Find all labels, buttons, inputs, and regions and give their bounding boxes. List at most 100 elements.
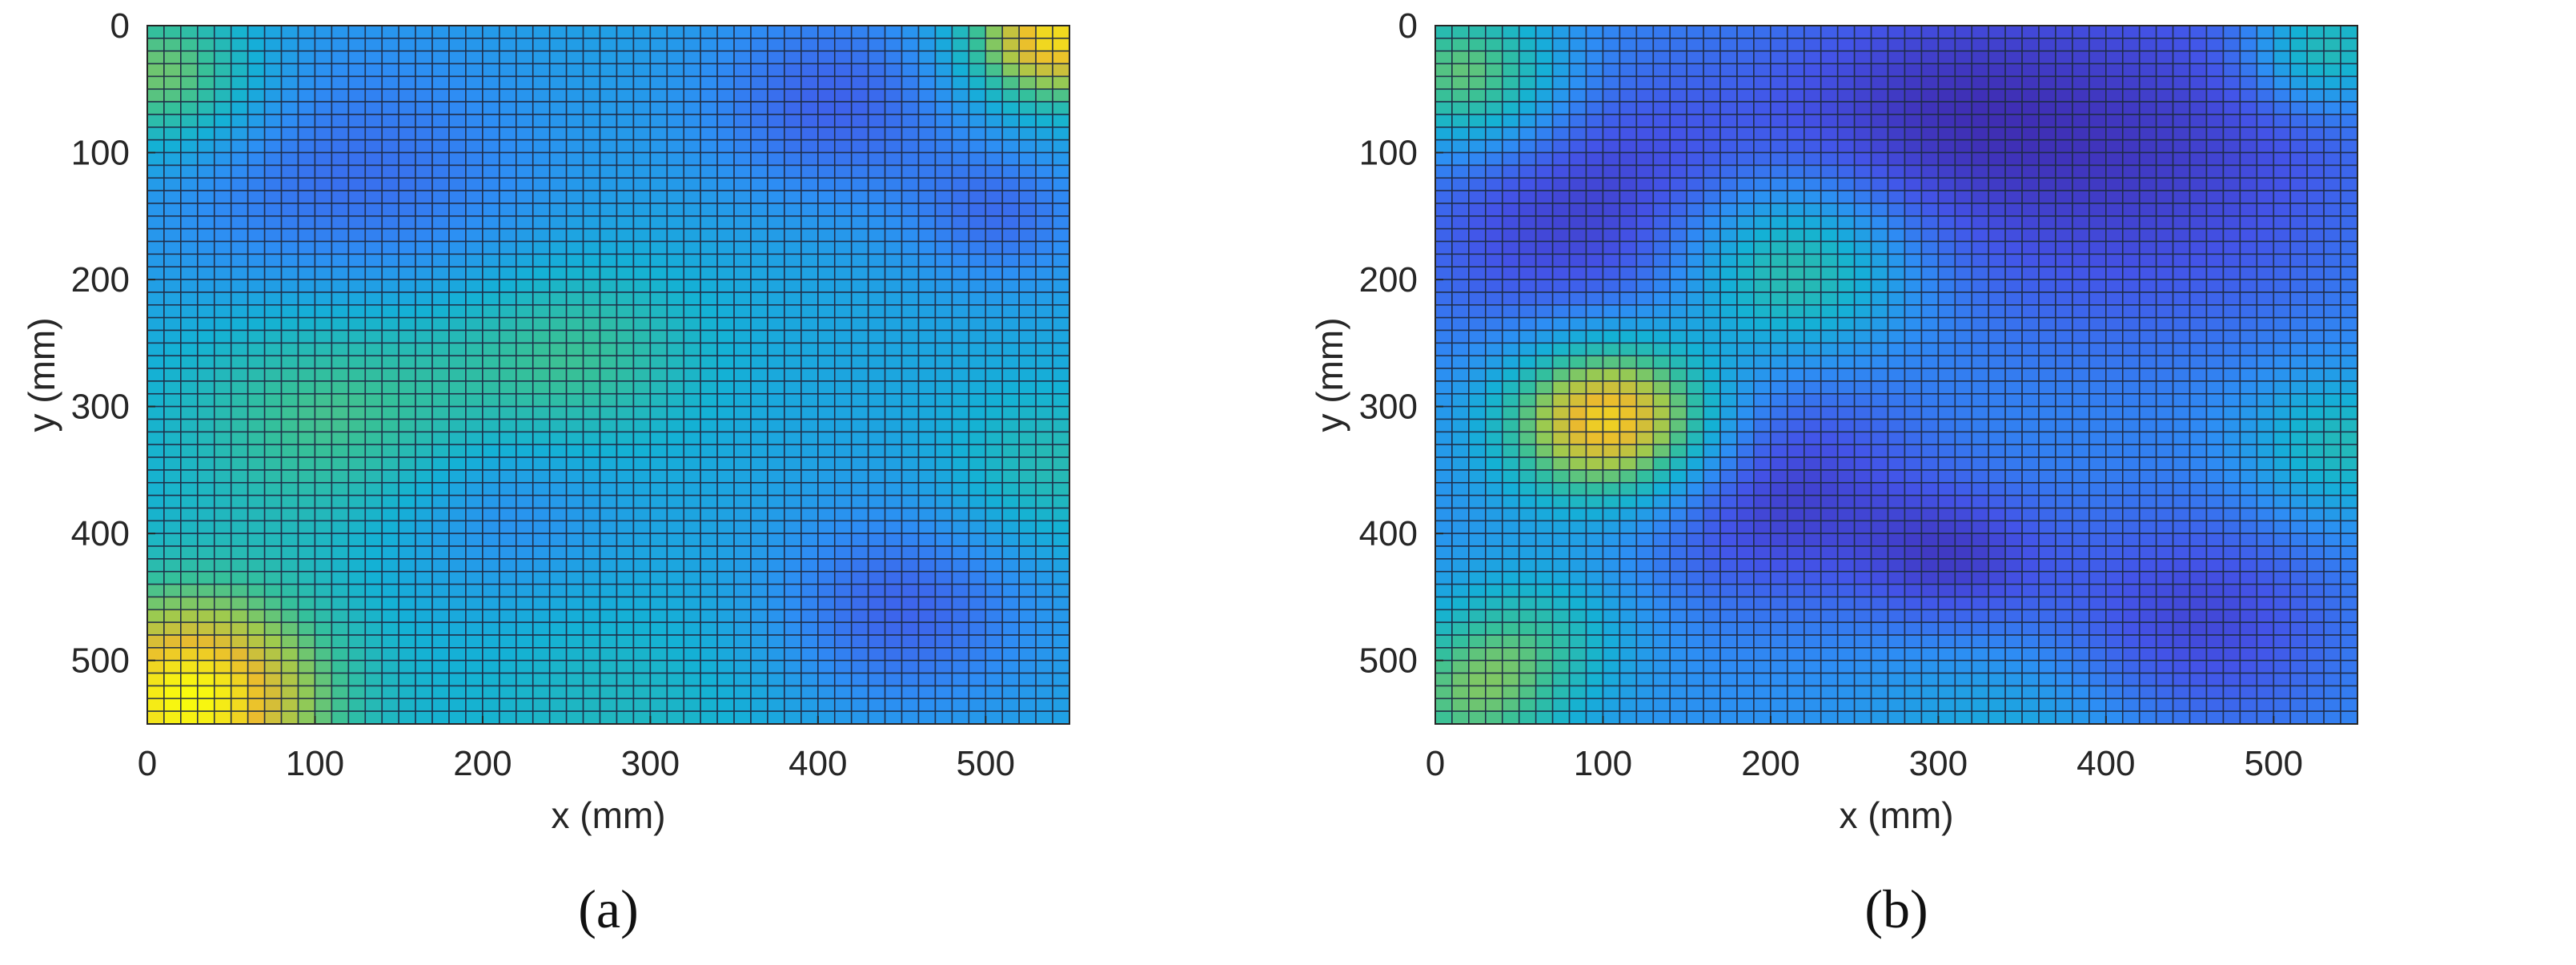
heatmap-cell [1585, 304, 1604, 319]
heatmap-cell [1035, 38, 1053, 52]
heatmap-cell [331, 672, 350, 687]
heatmap-cell [1652, 342, 1671, 357]
heatmap-cell [733, 583, 752, 598]
heatmap-cell [901, 279, 920, 293]
heatmap-cell [297, 368, 316, 382]
heatmap-cell [582, 279, 601, 293]
heatmap-cell [448, 647, 467, 661]
heatmap-cell [381, 609, 399, 623]
heatmap-cell [1635, 342, 1655, 357]
heatmap-cell [331, 101, 350, 115]
heatmap-cell [934, 101, 953, 115]
heatmap-cell [800, 710, 819, 725]
heatmap-cell [784, 685, 802, 700]
heatmap-cell [817, 75, 836, 90]
heatmap-cell [548, 127, 568, 141]
heatmap-cell [800, 494, 819, 509]
heatmap-cell [1669, 114, 1687, 128]
heatmap-cell [901, 570, 920, 585]
heatmap-cell [1820, 253, 1839, 268]
heatmap-cell [163, 469, 182, 484]
heatmap-cell [666, 392, 685, 408]
heatmap-cell [616, 215, 635, 230]
heatmap-cell [431, 558, 450, 573]
heatmap-cell [1052, 177, 1070, 191]
heatmap-cell [2323, 62, 2341, 78]
heatmap-cell [2155, 329, 2174, 344]
heatmap-cell [180, 583, 199, 598]
heatmap-cell [666, 368, 685, 382]
heatmap-cell [1434, 469, 1453, 484]
heatmap-cell [1035, 316, 1053, 332]
heatmap-cell [1568, 368, 1587, 382]
heatmap-cell [431, 456, 450, 471]
heatmap-cell [1001, 558, 1020, 573]
heatmap-cell [784, 253, 802, 268]
heatmap-cell [1652, 329, 1671, 344]
heatmap-cell [331, 392, 350, 408]
heatmap-cell [431, 418, 450, 433]
heatmap-cell [1920, 62, 1940, 78]
heatmap-cell [415, 609, 433, 623]
heatmap-cell [817, 545, 836, 560]
heatmap-cell [733, 292, 752, 306]
heatmap-cell [716, 203, 735, 217]
heatmap-cell [1018, 380, 1037, 395]
heatmap-cell [2138, 203, 2157, 217]
heatmap-cell [2121, 38, 2141, 52]
heatmap-cell [2004, 368, 2023, 382]
heatmap-cell [146, 520, 165, 534]
heatmap-cell [297, 101, 316, 115]
heatmap-cell [833, 151, 853, 167]
heatmap-cell [2306, 292, 2325, 306]
heatmap-cell [1602, 279, 1621, 293]
heatmap-cell [180, 215, 199, 230]
heatmap-cell [331, 25, 350, 39]
heatmap-cell [1501, 253, 1520, 268]
heatmap-cell [1518, 164, 1537, 179]
heatmap-cell [2205, 151, 2225, 167]
heatmap-cell [197, 329, 215, 344]
heatmap-cell [482, 304, 500, 319]
heatmap-cell [1937, 342, 1956, 357]
heatmap-cell [817, 304, 836, 319]
heatmap-cell [2021, 203, 2040, 217]
heatmap-cell [985, 685, 1004, 700]
heatmap-cell [985, 469, 1004, 484]
heatmap-cell [750, 240, 768, 255]
heatmap-cell [1870, 203, 1889, 217]
heatmap-cell [800, 101, 819, 115]
heatmap-cell [415, 672, 433, 687]
heatmap-cell [1971, 127, 1990, 141]
heatmap-cell [263, 392, 283, 408]
heatmap-cell [632, 634, 652, 649]
heatmap-cell [314, 520, 333, 534]
heatmap-cell [2172, 127, 2191, 141]
heatmap-cell [1001, 418, 1020, 433]
heatmap-cell [850, 545, 869, 560]
heatmap-cell [1836, 114, 1856, 128]
heatmap-cell [1035, 609, 1053, 623]
heatmap-cell [2205, 203, 2225, 217]
heatmap-cell [431, 25, 450, 39]
heatmap-cell [415, 88, 433, 103]
heatmap-cell [951, 50, 970, 65]
heatmap-cell [499, 279, 517, 293]
heatmap-cell [1518, 127, 1537, 141]
heatmap-cell [163, 253, 182, 268]
y-tick-label: 0 [110, 6, 130, 46]
heatmap-cell [163, 659, 182, 674]
heatmap-cell [180, 456, 199, 471]
heatmap-cell [347, 304, 367, 319]
heatmap-cell [784, 647, 802, 661]
heatmap-cell [599, 177, 618, 191]
heatmap-cell [649, 444, 668, 458]
heatmap-cell [314, 88, 333, 103]
heatmap-cell [2239, 240, 2258, 255]
heatmap-cell [398, 469, 416, 484]
heatmap-cell [482, 279, 500, 293]
heatmap-cell [2072, 88, 2090, 103]
heatmap-cell [1052, 647, 1070, 661]
heatmap-cell [2323, 75, 2341, 90]
heatmap-cell [163, 151, 182, 167]
